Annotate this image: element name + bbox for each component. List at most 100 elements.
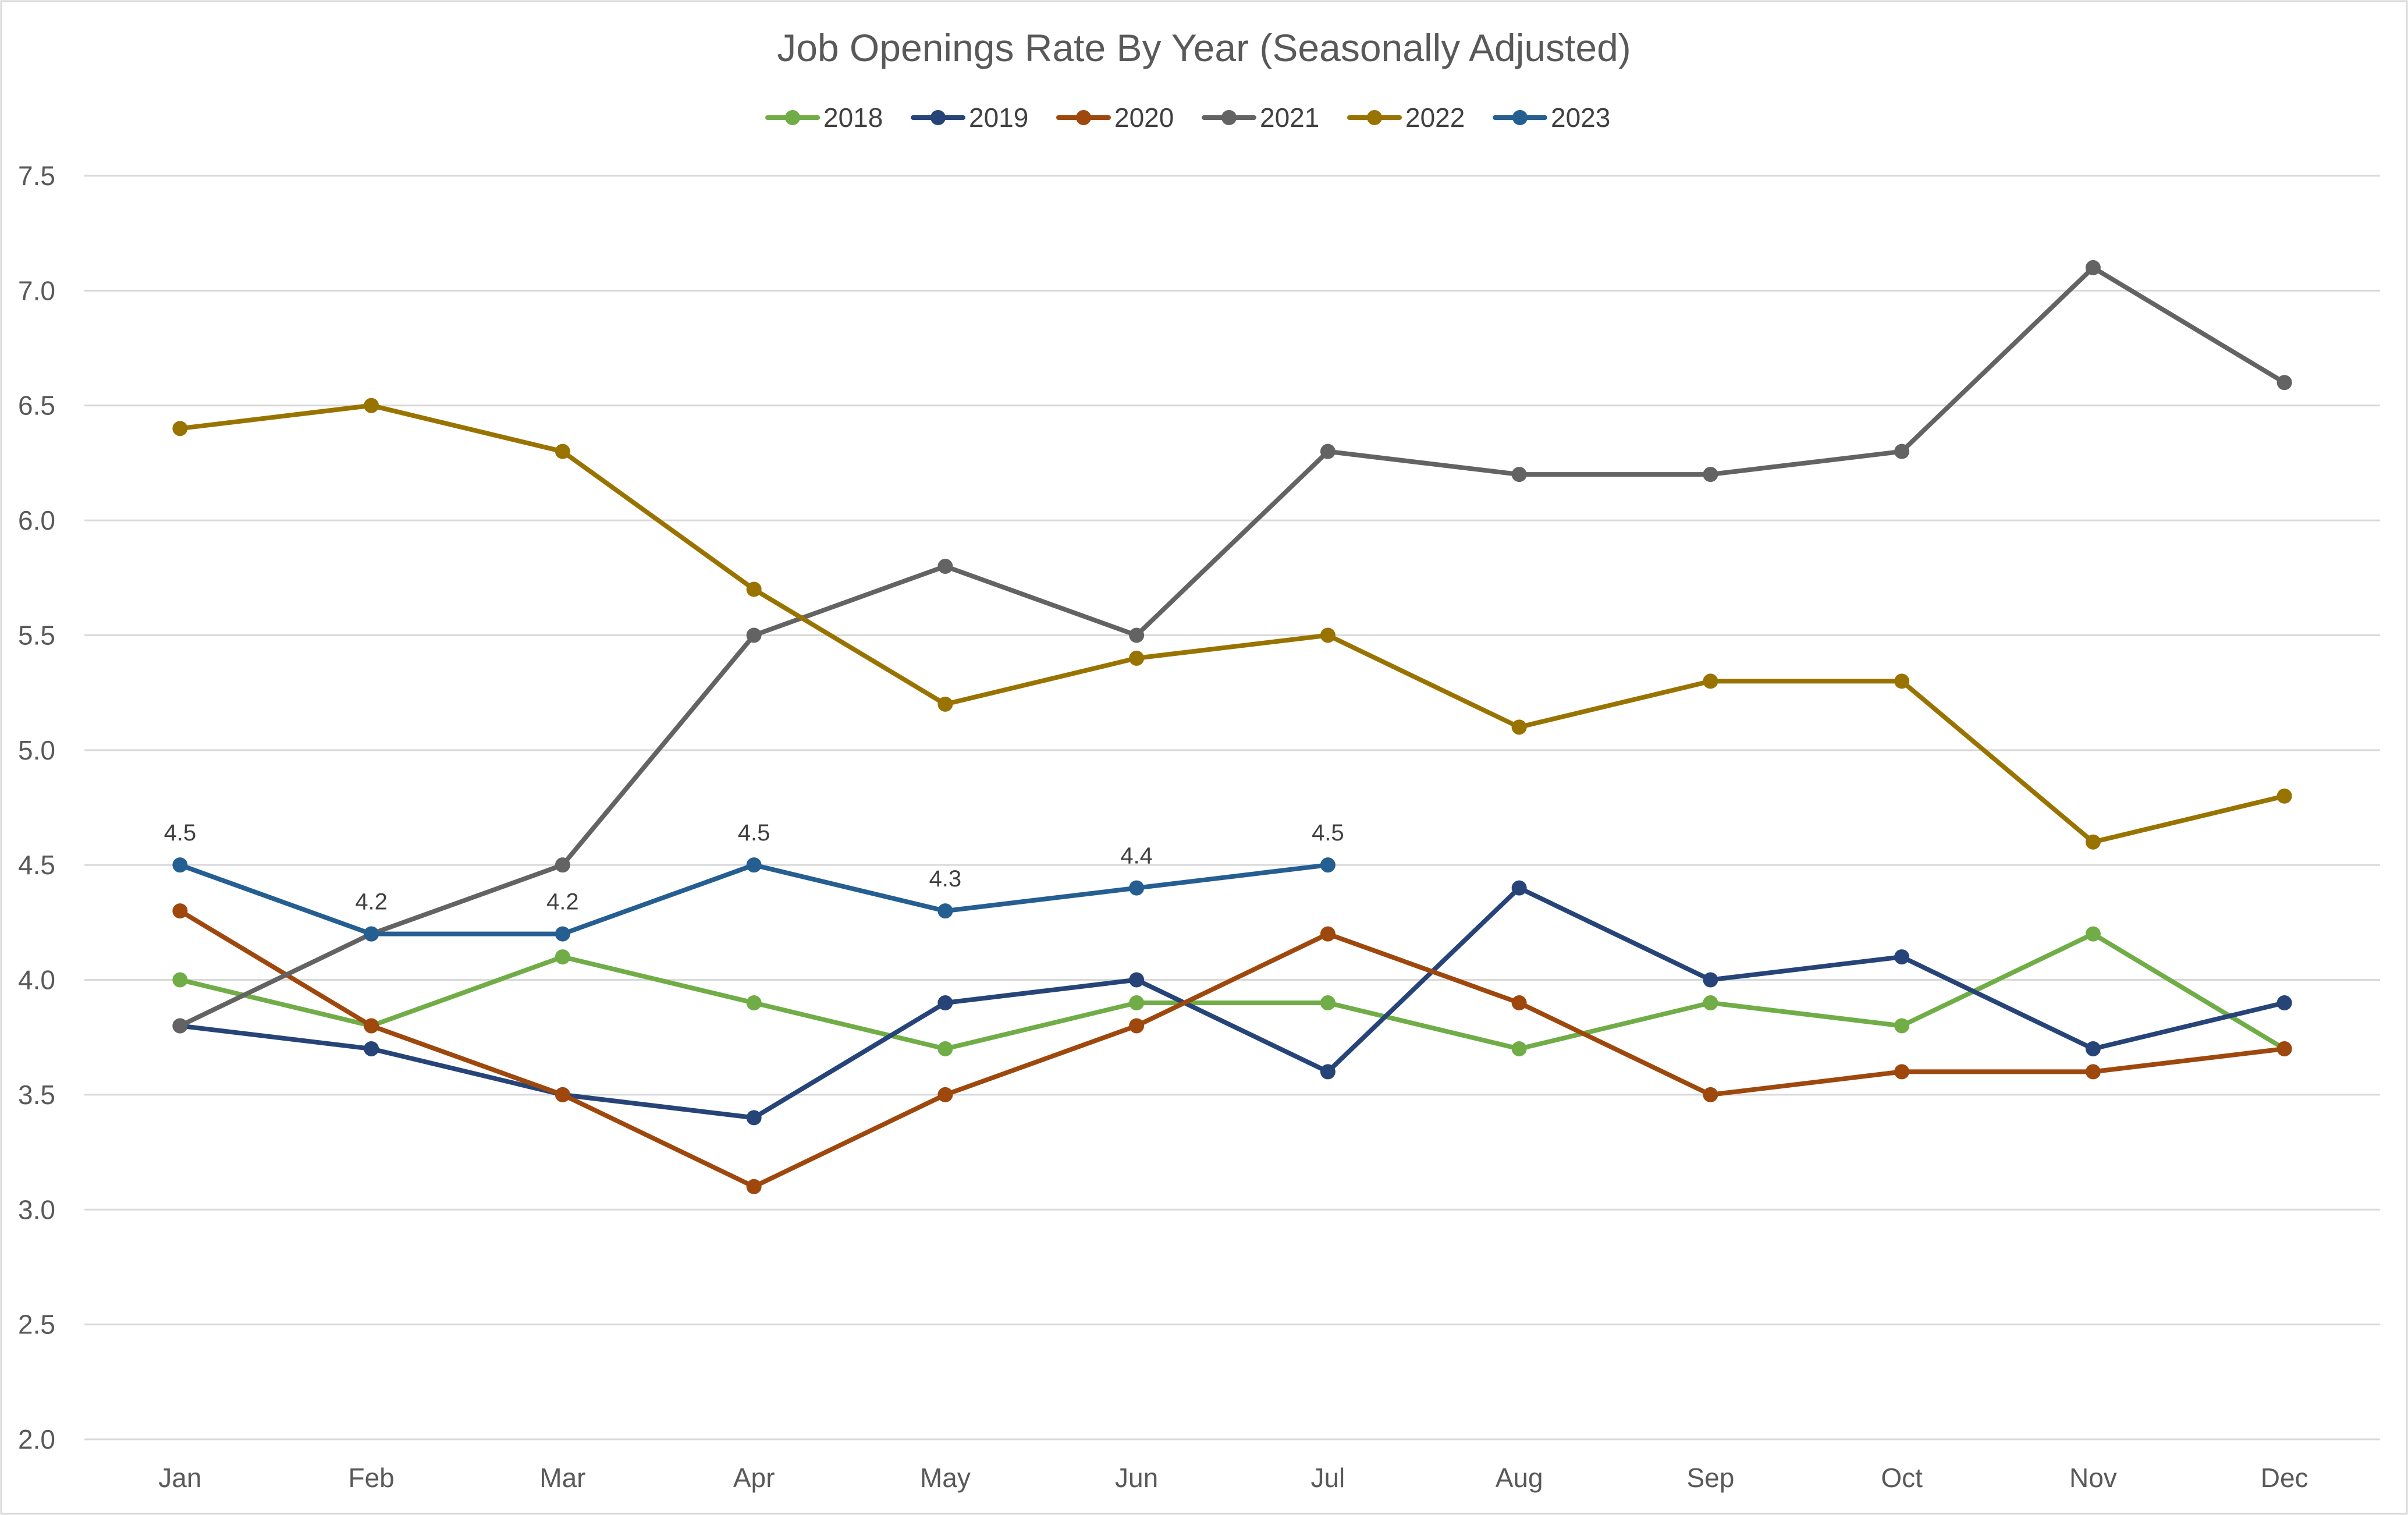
data-point: [555, 443, 570, 459]
y-tick-label: 6.0: [18, 505, 55, 535]
data-point: [2085, 1064, 2101, 1080]
y-tick-label: 5.0: [18, 735, 55, 765]
data-point: [1129, 880, 1145, 896]
x-tick-label: May: [920, 1463, 971, 1493]
data-point: [2085, 260, 2101, 275]
data-label: 4.5: [1312, 820, 1344, 846]
legend-marker: [1221, 110, 1237, 125]
data-point: [2085, 1041, 2101, 1056]
data-point: [1894, 949, 1910, 965]
data-point: [172, 903, 188, 919]
data-point: [1894, 673, 1910, 689]
series-line-2021: [177, 265, 2287, 1028]
legend: 2018 2019 2020 2021 2022 2023: [765, 102, 1610, 133]
data-point: [1511, 995, 1527, 1011]
legend-marker: [930, 110, 946, 125]
data-point: [1320, 857, 1336, 873]
data-point: [1129, 627, 1145, 643]
data-point: [364, 1041, 379, 1056]
x-tick-label: Jul: [1310, 1463, 1345, 1493]
data-point: [1894, 443, 1910, 459]
x-tick-label: Nov: [2069, 1463, 2117, 1493]
data-point: [1703, 995, 1718, 1011]
chart-title: Job Openings Rate By Year (Seasonally Ad…: [777, 26, 1631, 69]
data-point: [555, 857, 570, 873]
series-line-2018: [177, 931, 2287, 1051]
legend-item: 2018: [765, 102, 883, 133]
data-point: [2276, 375, 2292, 391]
data-point: [1320, 995, 1336, 1011]
series-2021: [172, 260, 2292, 1034]
data-point: [555, 926, 570, 942]
legend-item: 2019: [911, 102, 1028, 133]
x-axis-ticks: Jan Feb Mar Apr May Jun Jul Aug Sep Oct Nov Dec: [158, 1463, 2308, 1493]
legend-item: 2021: [1202, 102, 1319, 133]
data-point: [172, 972, 188, 988]
data-point: [1894, 1064, 1910, 1080]
data-point: [2276, 995, 2292, 1011]
legend-marker: [1512, 110, 1528, 125]
legend-item: 2023: [1493, 102, 1610, 133]
data-point: [172, 1018, 188, 1034]
data-point: [1703, 467, 1718, 482]
y-axis-ticks: 2.0 2.5 3.0 3.5 4.0 4.5 5.0 5.5 6.0 6.5 7.0 7.5: [18, 161, 55, 1454]
data-point: [1703, 972, 1718, 988]
y-tick-label: 2.0: [18, 1424, 55, 1454]
data-label: 4.3: [929, 866, 962, 892]
series-line-2019: [177, 885, 2287, 1120]
data-point: [364, 398, 379, 413]
data-point: [1511, 467, 1527, 482]
data-point: [746, 581, 762, 597]
x-tick-label: Oct: [1881, 1463, 1923, 1493]
data-point: [746, 1110, 762, 1126]
data-point: [1129, 650, 1145, 666]
data-point: [2276, 788, 2292, 804]
data-point: [746, 857, 762, 873]
data-point: [1320, 443, 1336, 459]
legend-label: 2019: [969, 102, 1028, 133]
y-tick-label: 7.0: [18, 275, 55, 306]
legend-label: 2023: [1551, 102, 1610, 133]
data-point: [746, 995, 762, 1011]
series-lines: [172, 260, 2292, 1194]
series-line-2020: [177, 909, 2287, 1189]
legend-marker: [785, 110, 800, 125]
series-line-2022: [177, 403, 2287, 845]
x-tick-label: Sep: [1686, 1463, 1734, 1493]
data-point: [937, 1041, 953, 1056]
series-2022: [172, 398, 2292, 850]
legend-label: 2022: [1405, 102, 1465, 133]
data-point: [937, 696, 953, 712]
data-point: [1703, 673, 1718, 689]
series-2023: [172, 857, 1336, 942]
y-tick-label: 6.5: [18, 391, 55, 421]
x-tick-label: Feb: [348, 1463, 394, 1493]
data-point: [364, 926, 379, 942]
data-point: [937, 1087, 953, 1102]
data-point: [1320, 926, 1336, 942]
data-point: [172, 421, 188, 437]
legend-label: 2020: [1114, 102, 1174, 133]
legend-marker: [1076, 110, 1091, 125]
data-label: 4.2: [546, 889, 579, 915]
y-tick-label: 3.0: [18, 1194, 55, 1225]
y-tick-label: 3.5: [18, 1080, 55, 1110]
data-label: 4.4: [1120, 843, 1153, 869]
legend-marker: [1367, 110, 1382, 125]
data-point: [2085, 834, 2101, 850]
data-point: [364, 1018, 379, 1034]
x-tick-label: Aug: [1496, 1463, 1543, 1493]
data-point: [1511, 719, 1527, 735]
x-tick-label: Mar: [539, 1463, 585, 1493]
data-point: [937, 995, 953, 1011]
data-point: [555, 949, 570, 965]
data-point: [2085, 926, 2101, 942]
data-point: [1511, 1041, 1527, 1056]
data-point: [1129, 972, 1145, 988]
data-label: 4.5: [738, 820, 770, 846]
legend-label: 2021: [1260, 102, 1319, 133]
data-point: [2276, 1041, 2292, 1056]
x-tick-label: Jan: [158, 1463, 201, 1493]
